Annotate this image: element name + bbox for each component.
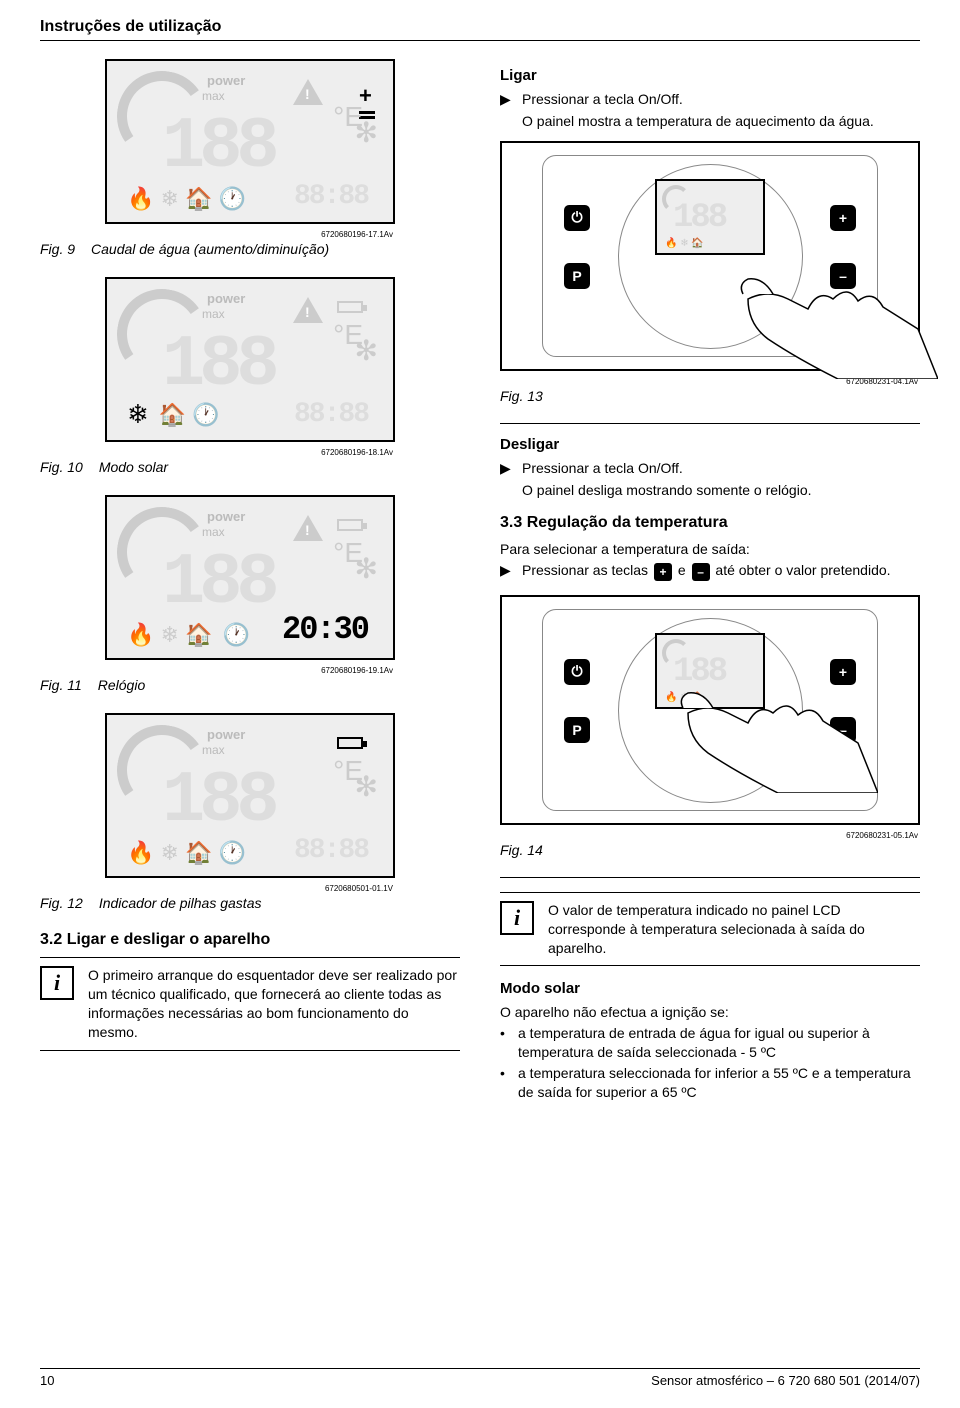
info-text: O primeiro arranque do esquentador deve … (88, 966, 460, 1042)
clock-digits: 88:88 (294, 181, 368, 212)
bottom-icons: 🔥 ❄ 🏠 🕐 (127, 186, 246, 212)
power-button[interactable]: ⏻ (564, 205, 590, 231)
plus-key-icon: + (654, 563, 672, 581)
fig12-display: power max 188 °E ✻ 🔥 ❄ 🏠 🕐 88:88 (105, 713, 395, 878)
fig14-caption: Fig. 14 (500, 842, 920, 858)
minus-key-icon: – (692, 563, 710, 581)
battery-empty-icon (337, 737, 363, 749)
fig11-code: 6720680196-19.1Av (105, 666, 395, 675)
fan-icon: ✻ (355, 116, 378, 149)
fig12-caption: Fig. 12 Indicador de pilhas gastas (40, 895, 460, 911)
fig10-caption: Fig. 10 Modo solar (40, 459, 460, 475)
fig9-caption: Fig. 9 Caudal de água (aumento/diminuíçã… (40, 241, 460, 257)
section-3-3-title: 3.3 Regulação da temperatura (500, 514, 920, 532)
desligar-step-1: ▶Pressionar a tecla On/Off. (500, 459, 920, 478)
info-box-3-2: i O primeiro arranque do esquentador dev… (40, 957, 460, 1051)
fig11-caption: Fig. 11 Relógio (40, 677, 460, 693)
hand-illustration (718, 259, 938, 379)
power-label: power (207, 73, 245, 88)
desligar-title: Desligar (500, 436, 920, 453)
info-icon: i (500, 901, 534, 935)
desligar-step-2: O painel desliga mostrando somente o rel… (522, 481, 920, 500)
right-column: Ligar ▶Pressionar a tecla On/Off. O pain… (500, 59, 920, 1104)
max-label: max (202, 89, 225, 103)
sec33-step: ▶ Pressionar as teclas + e – até obter o… (500, 561, 920, 580)
battery-icon (337, 301, 363, 313)
fig13-caption: Fig. 13 (500, 388, 920, 404)
ligar-title: Ligar (500, 67, 920, 84)
info-icon: i (40, 966, 74, 1000)
p-button[interactable]: P (564, 263, 590, 289)
fig13-panel: 188 🔥 ❄ 🏠 ⏻ P + – (500, 141, 920, 371)
fig10-code: 6720680196-18.1Av (105, 448, 395, 457)
page-number: 10 (40, 1373, 54, 1388)
left-column: power max + 188 °E ✻ 🔥 ❄ 🏠 🕐 88:88 67206… (40, 59, 460, 1104)
modo-intro: O aparelho não efectua a ignição se: (500, 1003, 920, 1022)
warning-icon (293, 79, 323, 105)
fig9-code: 6720680196-17.1Av (105, 230, 395, 239)
hand-illustration (658, 673, 878, 793)
sec33-intro: Para selecionar a temperatura de saída: (500, 540, 920, 559)
fig10-display: power max 188 °E ✻ ❄ 🏠 🕐 88:88 (105, 277, 395, 442)
digits: 188 (162, 106, 274, 188)
panel-lcd: 188 🔥 ❄ 🏠 (655, 179, 765, 255)
modo-bullet-2: •a temperatura seleccionada for inferior… (500, 1064, 920, 1102)
p-button[interactable]: P (564, 717, 590, 743)
section-3-2-title: 3.2 Ligar e desligar o aparelho (40, 931, 460, 949)
ligar-step-1: ▶Pressionar a tecla On/Off. (500, 90, 920, 109)
ligar-step-2: O painel mostra a temperatura de aquecim… (522, 112, 920, 131)
info-text: O valor de temperatura indicado no paine… (548, 901, 920, 958)
fig12-code: 6720680501-01.1V (105, 884, 395, 893)
power-button[interactable]: ⏻ (564, 659, 590, 685)
fig9-display: power max + 188 °E ✻ 🔥 ❄ 🏠 🕐 88:88 (105, 59, 395, 224)
info-box-fig14: i O valor de temperatura indicado no pai… (500, 892, 920, 967)
modo-bullet-1: •a temperatura de entrada de água for ig… (500, 1024, 920, 1062)
modo-solar-title: Modo solar (500, 980, 920, 997)
doc-id: Sensor atmosférico – 6 720 680 501 (2014… (651, 1373, 920, 1388)
fig14-code: 6720680231-05.1Av (500, 831, 920, 840)
page-footer: 10 Sensor atmosférico – 6 720 680 501 (2… (40, 1368, 920, 1388)
page-header: Instruções de utilização (40, 18, 920, 41)
fig14-panel: 188 🔥 ❄ 🏠 ⏻ P + – (500, 595, 920, 825)
fig11-display: power max 188 °E ✻ 🔥 ❄ 🏠 🕐 20:30 (105, 495, 395, 660)
clock-value: 20:30 (282, 611, 368, 648)
plus-button[interactable]: + (830, 205, 856, 231)
